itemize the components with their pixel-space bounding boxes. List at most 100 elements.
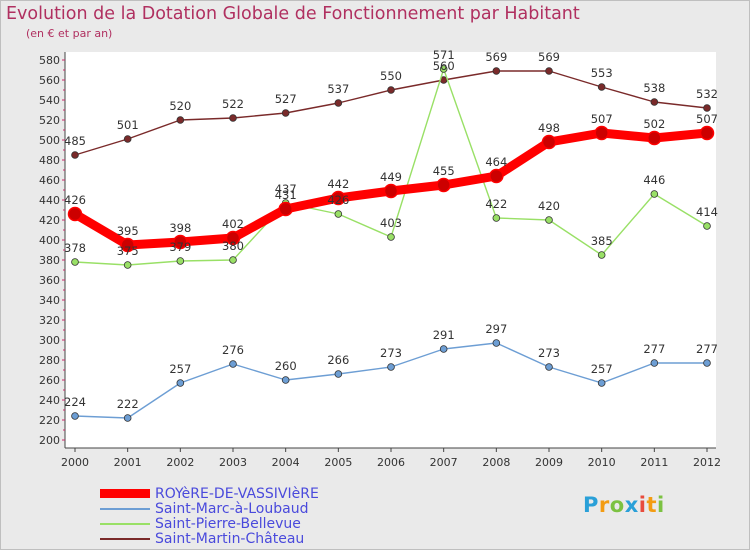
data-label: 446 bbox=[643, 173, 665, 187]
logo-letter: x bbox=[624, 493, 639, 517]
legend-item-saint-marc: Saint-Marc-à-Loubaud bbox=[100, 500, 309, 517]
data-point bbox=[383, 183, 399, 199]
y-tick-label: 400 bbox=[39, 234, 60, 247]
data-label: 257 bbox=[591, 362, 613, 376]
data-point bbox=[334, 210, 343, 218]
data-point bbox=[545, 67, 553, 75]
y-tick-label: 200 bbox=[39, 434, 60, 447]
plot-area bbox=[65, 52, 716, 448]
legend-label: Saint-Marc-à-Loubaud bbox=[155, 500, 309, 517]
legend-item-saint-pierre: Saint-Pierre-Bellevue bbox=[100, 515, 301, 532]
data-point bbox=[541, 134, 557, 150]
y-tick-label: 440 bbox=[39, 194, 60, 207]
data-point bbox=[492, 67, 501, 75]
data-point bbox=[176, 116, 185, 124]
data-label: 379 bbox=[169, 240, 191, 254]
legend-label: Saint-Pierre-Bellevue bbox=[155, 515, 301, 532]
legend-swatch bbox=[100, 522, 150, 525]
x-tick-label: 2001 bbox=[114, 456, 142, 469]
data-point bbox=[703, 359, 711, 367]
data-label: 527 bbox=[275, 92, 297, 106]
data-label: 507 bbox=[591, 112, 613, 126]
chart-subtitle: (en € et par an) bbox=[26, 27, 113, 40]
legend-item-saint-martin: Saint-Martin-Château bbox=[100, 531, 304, 547]
data-point bbox=[650, 190, 659, 198]
legend-swatch bbox=[100, 537, 150, 540]
data-label: 538 bbox=[643, 81, 665, 95]
axes: 200 220 240 260 280 300 320 340 360 380 400 420 440 4… bbox=[39, 52, 721, 469]
data-label: 569 bbox=[538, 50, 560, 64]
data-point bbox=[703, 222, 711, 230]
data-point bbox=[229, 114, 237, 122]
data-label: 260 bbox=[275, 359, 297, 373]
data-label: 276 bbox=[222, 343, 244, 357]
y-tick-label: 380 bbox=[39, 254, 60, 267]
data-label: 431 bbox=[275, 188, 297, 202]
data-point bbox=[71, 151, 79, 159]
x-tick-label: 2000 bbox=[61, 456, 89, 469]
data-point bbox=[225, 230, 241, 246]
data-label: 277 bbox=[696, 342, 718, 356]
y-tick-label: 280 bbox=[39, 354, 60, 367]
data-label: 222 bbox=[117, 397, 139, 411]
y-tick-label: 320 bbox=[39, 314, 60, 327]
data-point bbox=[71, 412, 79, 420]
data-point bbox=[387, 86, 395, 94]
data-label: 395 bbox=[117, 224, 139, 238]
data-label: 550 bbox=[380, 69, 402, 83]
series-layer bbox=[67, 65, 715, 422]
chart-title: Evolution de la Dotation Globale de Fonc… bbox=[6, 4, 580, 24]
data-label: 537 bbox=[327, 82, 349, 96]
x-tick-label: 2011 bbox=[640, 456, 668, 469]
data-label: 532 bbox=[696, 87, 718, 101]
logo-letter: r bbox=[598, 493, 610, 517]
data-point bbox=[597, 83, 606, 91]
data-label: 422 bbox=[485, 197, 507, 211]
data-label: 224 bbox=[64, 395, 86, 409]
data-point bbox=[67, 206, 83, 222]
x-tick-label: 2007 bbox=[430, 456, 458, 469]
logo-letter: o bbox=[609, 493, 625, 517]
proxiti-logo: Proxiti bbox=[583, 493, 665, 517]
y-tick-label: 240 bbox=[39, 394, 60, 407]
x-tick-label: 2002 bbox=[166, 456, 194, 469]
y-tick-label: 520 bbox=[39, 114, 60, 127]
y-tick-label: 300 bbox=[39, 334, 60, 347]
logo-letter: i bbox=[657, 493, 665, 517]
data-label: 375 bbox=[117, 244, 139, 258]
data-label: 380 bbox=[222, 239, 244, 253]
data-label: 414 bbox=[696, 205, 718, 219]
data-label: 501 bbox=[117, 118, 139, 132]
data-point bbox=[597, 379, 606, 387]
data-label: 464 bbox=[485, 155, 507, 169]
data-label: 257 bbox=[169, 362, 191, 376]
data-label: 522 bbox=[222, 97, 244, 111]
data-point bbox=[281, 109, 290, 117]
data-point bbox=[334, 99, 343, 107]
y-tick-label: 460 bbox=[39, 174, 60, 187]
y-tick-label: 420 bbox=[39, 214, 60, 227]
data-label: 426 bbox=[327, 193, 349, 207]
legend-label: ROYèRE-DE-VASSIVIèRE bbox=[155, 485, 319, 502]
y-tick-label: 560 bbox=[39, 74, 60, 87]
data-point bbox=[545, 216, 553, 224]
y-tick-label: 500 bbox=[39, 134, 60, 147]
data-label: 455 bbox=[433, 164, 455, 178]
logo-letter: P bbox=[583, 493, 599, 517]
y-tick-label: 340 bbox=[39, 294, 60, 307]
data-point bbox=[545, 363, 553, 371]
data-point bbox=[703, 104, 711, 112]
y-tick-label: 220 bbox=[39, 414, 60, 427]
data-label: 485 bbox=[64, 134, 86, 148]
data-label: 402 bbox=[222, 217, 244, 231]
y-tick-label: 480 bbox=[39, 154, 60, 167]
data-point bbox=[387, 363, 395, 371]
data-label: 291 bbox=[433, 328, 455, 342]
data-point bbox=[650, 359, 659, 367]
data-label: 385 bbox=[591, 234, 613, 248]
data-labels: 485 501 520 522 527 537 550 560 569 569 553 538 532 3… bbox=[64, 48, 718, 411]
data-point bbox=[387, 233, 395, 241]
data-label: 502 bbox=[643, 117, 665, 131]
data-point bbox=[123, 414, 132, 422]
